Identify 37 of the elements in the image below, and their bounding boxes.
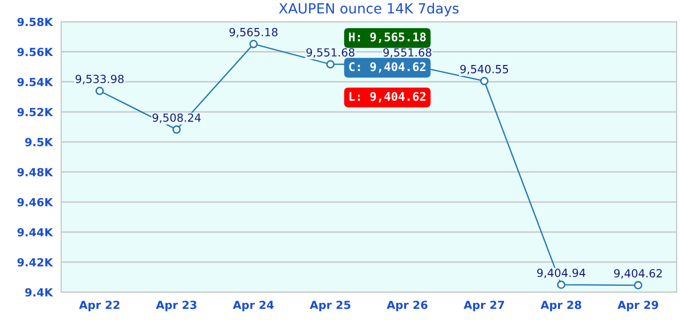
point (326, 60, 335, 68)
annotation: H: 9,565.18 (349, 32, 426, 43)
y-tick-label: 9.44K (17, 228, 54, 236)
x-tick-label: Apr 23 (156, 300, 196, 312)
point (249, 40, 258, 48)
chart-title: XAUPEN ounce 14K 7days (278, 2, 459, 16)
data-label: 9,551.68 (383, 48, 432, 58)
x-tick-label: Apr 24 (232, 300, 274, 312)
data-label: 9,404.62 (614, 269, 662, 279)
y-tick-label: 9.58K (17, 18, 54, 26)
y-tick-label: 9.46K (17, 198, 54, 206)
data-label: 9,551.68 (306, 48, 354, 58)
point (172, 125, 181, 134)
y-tick-label: 9.5K (25, 138, 54, 146)
y-tick-label: 9.52K (17, 108, 54, 116)
y-tick-label: 9.48K (17, 168, 54, 176)
annotation: C: 9,404.62 (349, 62, 426, 73)
y-tick-label: 9.54K (17, 78, 54, 86)
annotation: L: 9,404.62 (350, 92, 426, 102)
y-tick-label: 9.4K (25, 288, 54, 297)
y-tick-label: 9.42K (17, 258, 54, 266)
data-label: 9,508.24 (152, 113, 201, 123)
data-label: 9,404.94 (537, 268, 586, 278)
point (480, 76, 488, 86)
x-tick-label: Apr 22 (79, 300, 120, 312)
x-tick-label: Apr 25 (310, 300, 350, 312)
x-tick-label: Apr 26 (386, 300, 428, 312)
point (634, 281, 642, 290)
x-tick-label: Apr 28 (540, 300, 582, 312)
data-label: 9,540.55 (460, 64, 508, 74)
x-tick-label: Apr 29 (618, 300, 658, 312)
point (557, 280, 566, 289)
point (95, 86, 104, 96)
y-tick-label: 9.56K (17, 48, 54, 56)
x-tick-label: Apr 27 (464, 300, 504, 312)
data-label: 9,565.18 (229, 28, 278, 38)
data-label: 9,533.98 (76, 74, 124, 84)
